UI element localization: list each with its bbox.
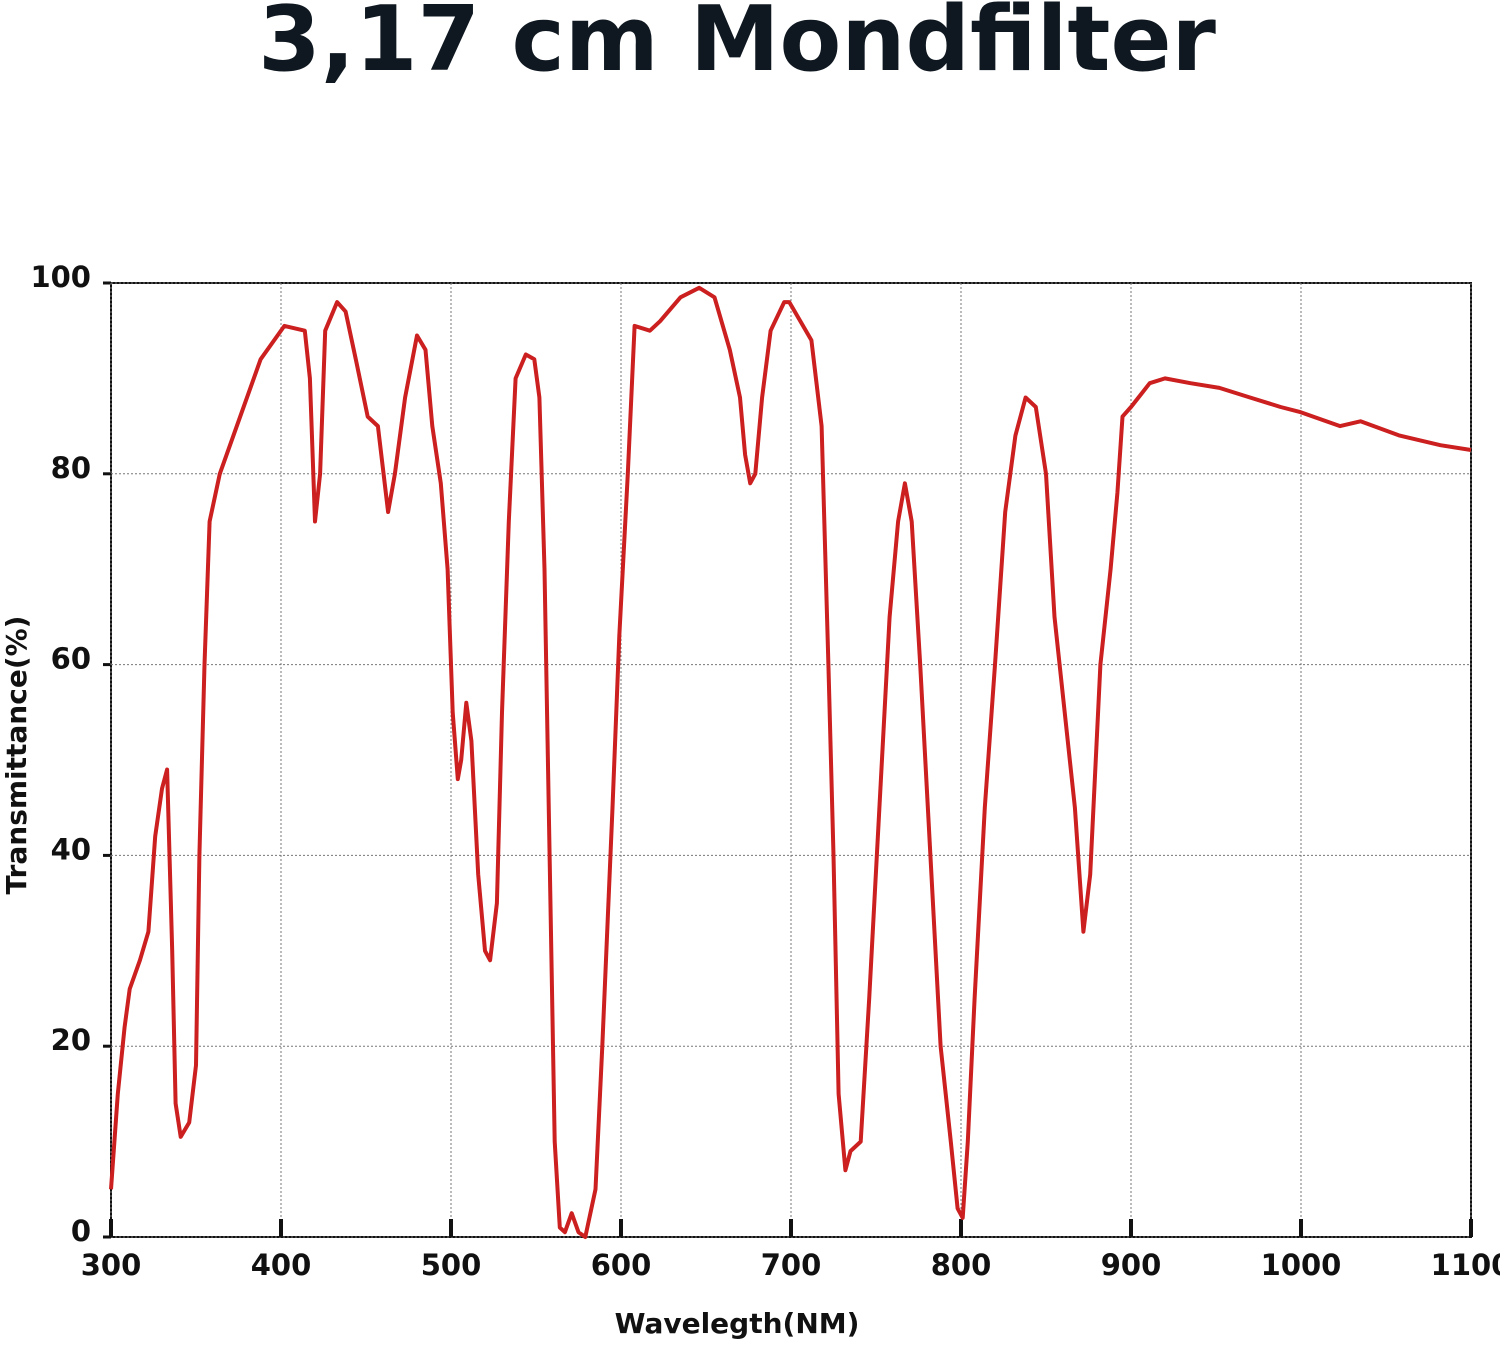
- x-tick-label: 500: [421, 1248, 482, 1282]
- x-tick-label: 400: [251, 1248, 312, 1282]
- x-tick-label: 700: [761, 1248, 822, 1282]
- x-tick-label: 1100: [1431, 1248, 1500, 1282]
- y-tick-label: 80: [51, 451, 91, 485]
- y-tick-label: 20: [51, 1023, 91, 1057]
- y-tick-label: 60: [51, 642, 91, 676]
- data-line: [109, 285, 1472, 1239]
- x-tick-label: 300: [81, 1248, 142, 1282]
- y-tick-label: 40: [51, 832, 91, 866]
- x-tick-label: 900: [1101, 1248, 1162, 1282]
- y-tick-label: 0: [71, 1214, 91, 1248]
- x-tick-label: 1000: [1261, 1248, 1342, 1282]
- x-tick-label: 800: [931, 1248, 992, 1282]
- x-tick-label: 600: [591, 1248, 652, 1282]
- x-axis-label: Wavelegth(NM): [615, 1307, 860, 1340]
- y-tick-label: 100: [30, 260, 91, 294]
- chart-title: 3,17 cm Mondfilter: [258, 0, 1216, 92]
- y-axis-label: Transmittance(%): [0, 616, 33, 895]
